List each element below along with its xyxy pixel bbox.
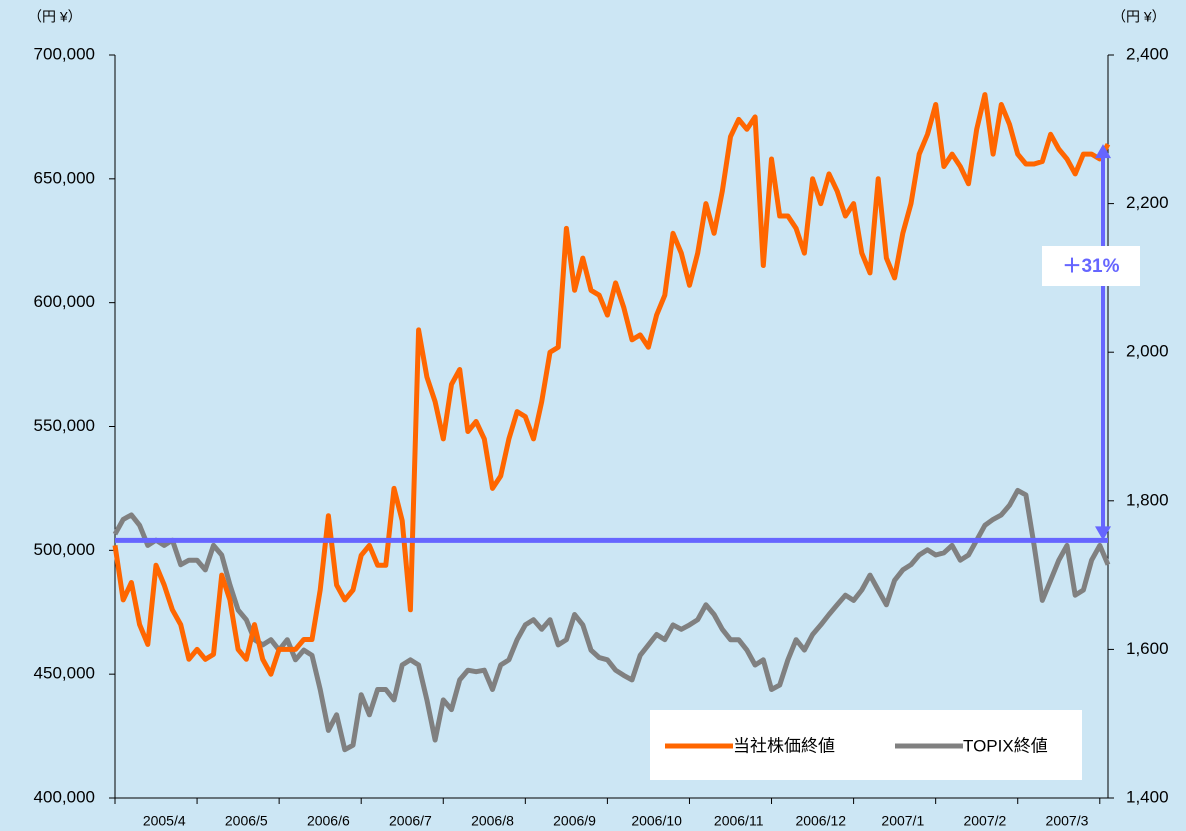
- y-unit-label: （円 ¥）: [28, 9, 82, 25]
- arrow-head: [1095, 144, 1111, 159]
- x-tick-label: 2006/12: [795, 813, 846, 829]
- y2-tick-label: 2,000: [1126, 342, 1169, 361]
- x-tick-label: 2007/3: [1046, 813, 1089, 829]
- x-tick-label: 2007/2: [963, 813, 1006, 829]
- legend-label: TOPIX終値: [963, 736, 1048, 755]
- y-tick-label: 400,000: [34, 787, 95, 806]
- legend-label: 当社株価終値: [733, 736, 835, 755]
- y-tick-label: 600,000: [34, 292, 95, 311]
- x-tick-label: 2005/4: [143, 813, 186, 829]
- x-tick-label: 2006/8: [471, 813, 514, 829]
- y-tick-label: 500,000: [34, 540, 95, 559]
- x-tick-label: 2006/6: [307, 813, 350, 829]
- y2-tick-label: 1,800: [1126, 490, 1169, 509]
- y2-tick-label: 2,200: [1126, 193, 1169, 212]
- y2-tick-label: 1,400: [1126, 787, 1169, 806]
- x-tick-label: 2006/11: [714, 813, 764, 829]
- y-tick-label: 700,000: [34, 44, 95, 63]
- annotation-box: [1042, 246, 1140, 286]
- series-line: [112, 92, 1111, 677]
- annotation-label: ＋31%: [1062, 256, 1119, 277]
- x-tick-label: 2007/1: [881, 813, 924, 829]
- x-tick-label: 2006/9: [553, 813, 596, 829]
- y2-tick-label: 2,400: [1126, 44, 1169, 63]
- y2-unit-label: （円 ¥）: [1112, 9, 1166, 25]
- y-tick-label: 650,000: [34, 168, 95, 187]
- legend: 当社株価終値 TOPIX終値: [650, 710, 1082, 780]
- y-tick-label: 450,000: [34, 664, 95, 683]
- y2-tick-label: 1,600: [1126, 639, 1169, 658]
- y-tick-label: 550,000: [34, 416, 95, 435]
- arrow-head: [1095, 526, 1111, 541]
- x-tick-label: 2006/5: [225, 813, 268, 829]
- x-tick-label: 2006/7: [389, 813, 432, 829]
- x-tick-label: 2006/10: [631, 813, 682, 829]
